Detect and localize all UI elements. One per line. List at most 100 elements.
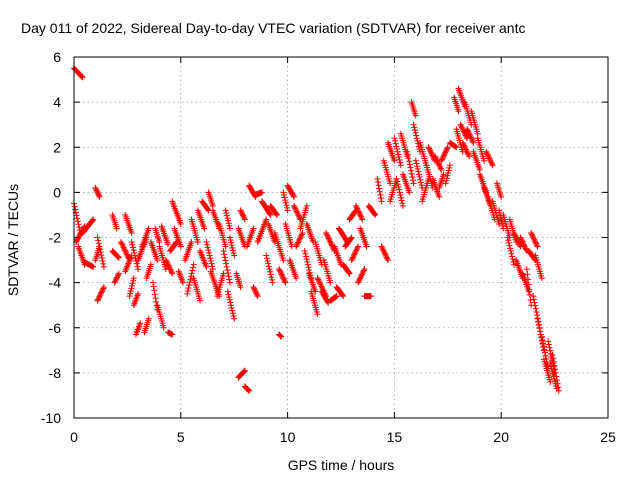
data-point-138-3: [497, 215, 504, 222]
data-point-128-9: [469, 138, 476, 145]
data-point-8-5: [97, 290, 104, 297]
data-point-101-10: [387, 180, 394, 187]
data-point-43-5: [206, 252, 213, 259]
data-point-154-1: [545, 341, 552, 348]
data-point-140-1: [505, 237, 512, 244]
data-point-126-5: [462, 146, 469, 153]
data-point-151-0: [534, 315, 541, 322]
data-point-0-13: [79, 74, 86, 81]
data-point-69-7: [280, 275, 287, 282]
data-point-25-2: [151, 287, 158, 294]
data-point-117-6: [435, 161, 442, 168]
data-point-80-10: [314, 311, 321, 318]
data-point-148-4: [530, 235, 537, 242]
data-point-11-10: [115, 254, 122, 261]
data-point-37-0: [184, 290, 191, 297]
data-point-126-0: [459, 139, 466, 146]
data-point-88-9: [339, 292, 346, 299]
data-point-50-4: [225, 217, 232, 224]
data-point-104-10: [397, 162, 404, 169]
data-point-93-8: [353, 246, 360, 253]
data-point-144-5: [520, 241, 527, 248]
data-point-100-8: [383, 254, 390, 261]
data-point-52-4: [229, 244, 236, 251]
data-point-16-1: [127, 290, 134, 297]
data-point-30-1: [163, 258, 170, 265]
data-point-104-1: [392, 137, 399, 144]
data-point-100-5: [381, 250, 388, 257]
data-point-154-0: [545, 338, 552, 345]
data-point-108-2: [405, 155, 412, 162]
data-point-70-4: [282, 199, 289, 206]
data-point-105-6: [397, 192, 404, 199]
data-point-50-6: [226, 222, 233, 229]
data-point-115-0: [425, 144, 432, 151]
data-point-12-1: [112, 278, 119, 285]
data-point-1-7: [75, 221, 82, 228]
data-point-140-2: [505, 239, 512, 246]
data-point-98-10: [372, 211, 379, 218]
data-point-85-0: [323, 229, 330, 236]
data-point-125-0: [457, 121, 464, 128]
data-point-85-2: [324, 232, 331, 239]
data-point-156-2: [550, 359, 557, 366]
data-point-134-2: [484, 151, 491, 158]
data-point-64-8: [268, 274, 275, 281]
data-point-69-9: [281, 278, 288, 285]
data-point-117-7: [436, 162, 443, 169]
data-point-75-8: [298, 232, 305, 239]
data-point-7-0: [92, 184, 99, 191]
data-point-43-0: [203, 239, 210, 246]
data-point-151-4: [537, 328, 544, 335]
data-point-94-0: [352, 202, 359, 209]
data-point-75-3: [295, 239, 302, 246]
data-point-93-4: [351, 251, 358, 258]
data-point-144-9: [523, 246, 530, 253]
data-point-69-4: [278, 271, 285, 278]
data-point-134-6: [487, 156, 494, 163]
data-point-9-3: [96, 243, 103, 250]
data-point-16-7: [130, 275, 137, 282]
data-point-122-7: [455, 108, 462, 115]
data-point-56-7: [241, 216, 248, 223]
data-point-69-6: [279, 274, 286, 281]
data-point-151-3: [536, 325, 543, 332]
data-point-108-9: [409, 177, 416, 184]
data-point-156-6: [553, 373, 560, 380]
data-point-111-9: [418, 182, 425, 189]
data-point-8-7: [98, 288, 105, 295]
data-point-49-9: [226, 276, 233, 283]
data-point-94-10: [359, 216, 366, 223]
data-point-128-7: [468, 135, 475, 142]
data-point-76-10: [303, 202, 310, 209]
data-point-0-11: [78, 72, 85, 79]
data-point-144-2: [518, 237, 525, 244]
data-point-43-7: [207, 257, 214, 264]
data-point-93-5: [351, 250, 358, 257]
data-point-4-17: [90, 216, 97, 223]
data-point-156-7: [553, 377, 560, 384]
data-point-74-2: [292, 205, 299, 212]
data-point-51-2: [226, 294, 233, 301]
data-point-42-9: [204, 206, 211, 213]
data-point-88-10: [340, 293, 347, 300]
data-point-30-2: [164, 259, 171, 266]
data-point-35-7: [179, 279, 186, 286]
data-point-149-1: [530, 296, 537, 303]
data-point-111-0: [412, 157, 419, 164]
data-point-86-10: [333, 293, 340, 300]
data-point-108-7: [408, 170, 415, 177]
data-point-64-6: [267, 268, 274, 275]
data-point-149-5: [533, 308, 540, 315]
data-point-105-10: [399, 202, 406, 209]
data-point-126-6: [463, 147, 470, 154]
data-point-119-2: [439, 155, 446, 162]
data-point-55-10: [241, 367, 248, 374]
data-point-25-4: [152, 295, 159, 302]
data-point-142-1: [511, 231, 518, 238]
data-point-120-5: [445, 167, 452, 174]
data-point-64-2: [264, 257, 271, 264]
data-point-115-3: [427, 148, 434, 155]
data-point-152-3: [540, 343, 547, 350]
data-point-55-8: [240, 368, 247, 375]
